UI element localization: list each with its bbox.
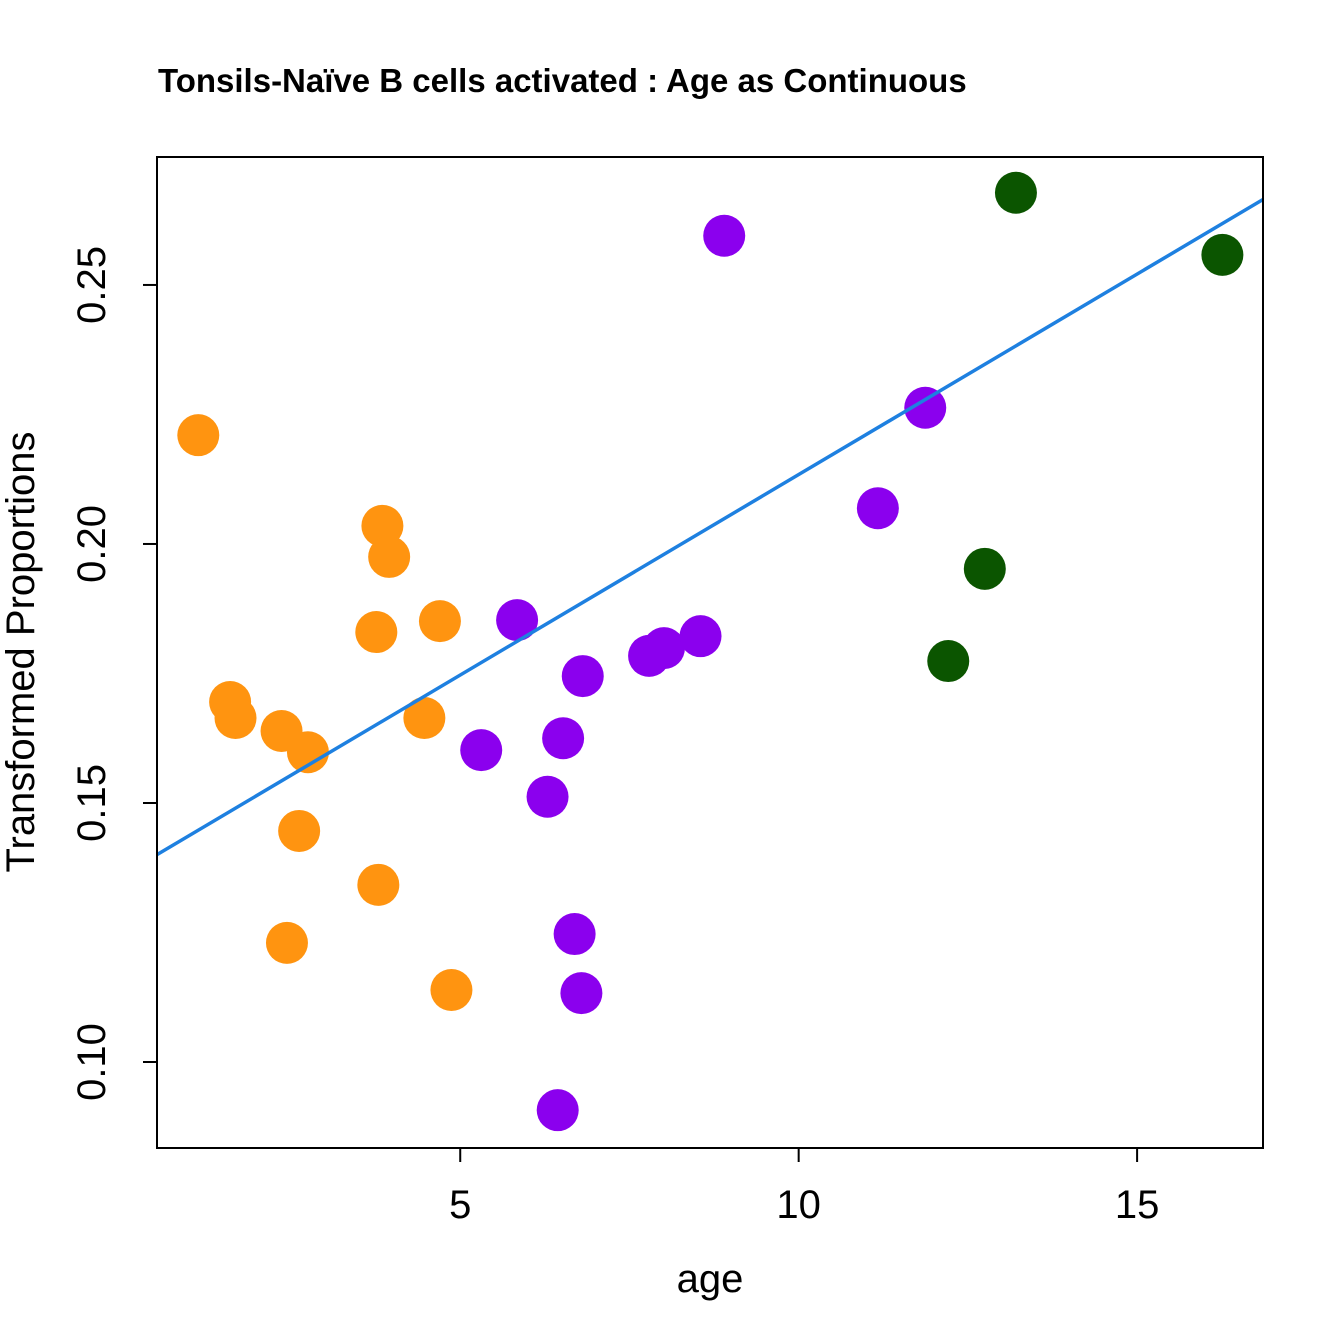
data-point [430, 968, 473, 1011]
data-point [496, 599, 539, 642]
x-axis: 5 10 15 [449, 1147, 1160, 1227]
y-tick-label: 0.25 [70, 246, 114, 324]
data-point [679, 615, 722, 658]
data-point [1201, 233, 1244, 276]
data-point [703, 214, 746, 257]
data-point [561, 655, 604, 698]
data-point [553, 913, 596, 956]
data-point [963, 547, 1006, 590]
data-point [856, 487, 899, 530]
x-tick-label: 5 [449, 1183, 471, 1227]
data-point [460, 729, 503, 772]
x-axis-label: age [677, 1257, 744, 1301]
data-points [177, 171, 1244, 1132]
data-point [286, 731, 329, 774]
data-point [642, 627, 685, 670]
x-tick-label: 10 [776, 1183, 821, 1227]
regression-line [157, 197, 1263, 857]
data-point [927, 640, 970, 683]
y-axis-label: Transformed Proportions [0, 432, 43, 873]
data-point [368, 535, 411, 578]
data-point [542, 717, 585, 760]
data-point [403, 697, 446, 740]
data-point [904, 386, 947, 429]
data-point [418, 600, 461, 643]
y-axis: 0.10 0.15 0.20 0.25 [70, 246, 158, 1101]
data-point [278, 809, 321, 852]
data-point [214, 697, 257, 740]
data-point [177, 414, 220, 457]
chart-title: Tonsils-Naïve B cells activated : Age as… [158, 62, 967, 99]
data-point [994, 171, 1037, 214]
x-tick-label: 15 [1115, 1183, 1160, 1227]
fit-line-group [157, 197, 1263, 857]
y-tick-label: 0.10 [70, 1023, 114, 1101]
data-point [560, 972, 603, 1015]
y-tick-label: 0.20 [70, 505, 114, 583]
data-point [265, 921, 308, 964]
data-point [526, 775, 569, 818]
data-point [357, 863, 400, 906]
y-tick-label: 0.15 [70, 764, 114, 842]
data-point [355, 611, 398, 654]
data-point [536, 1089, 579, 1132]
